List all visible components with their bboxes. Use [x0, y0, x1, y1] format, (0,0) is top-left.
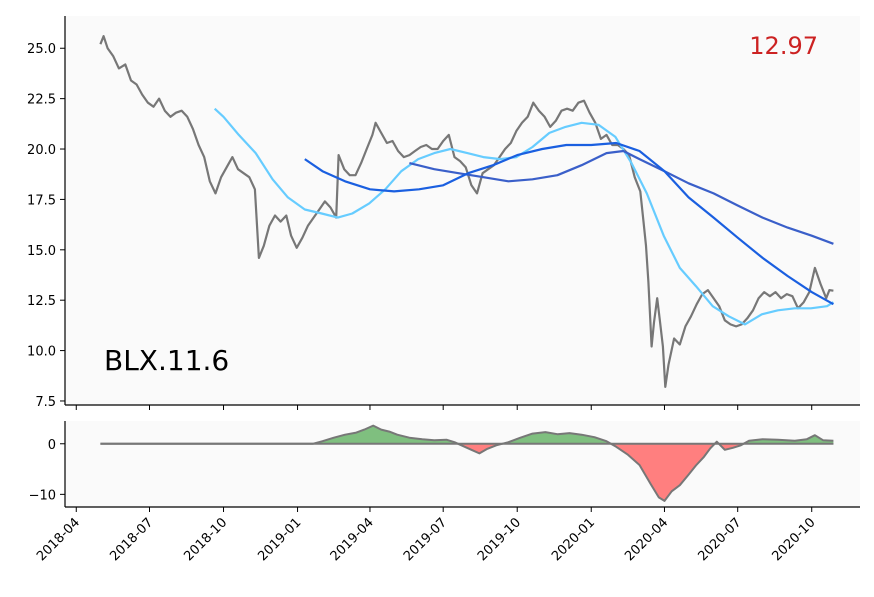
x-tick-label: 2020-10	[770, 515, 819, 564]
x-tick-label: 2019-01	[255, 515, 304, 564]
oscillator-y-tick-label: −10	[29, 488, 56, 503]
oscillator-negative-fill	[100, 443, 834, 501]
oscillator-series-group	[100, 424, 834, 502]
x-tick-label: 2019-07	[401, 515, 450, 564]
x-tick-label: 2018-04	[34, 515, 83, 564]
oscillator-positive-fill	[100, 425, 834, 444]
price-y-tick-label: 25.0	[27, 42, 56, 57]
oscillator-y-tick-label: 0	[48, 438, 56, 453]
x-tick-label: 2019-10	[475, 515, 524, 564]
x-tick-label: 2018-10	[181, 515, 230, 564]
oscillator-panel: 0 −10 2018-04 2018-07 2018-10 2019-01 2019-04…	[29, 421, 860, 564]
price-y-tick-label: 22.5	[27, 93, 56, 108]
ticker-label: BLX.11.6	[104, 344, 229, 377]
price-y-tick-label: 7.5	[35, 395, 56, 410]
price-series-group	[99, 35, 834, 388]
oscillator-panel-background	[65, 421, 860, 507]
price-y-tick-label: 10.0	[27, 345, 56, 360]
x-tick-label: 2020-07	[695, 515, 744, 564]
price-y-tick-label: 17.5	[27, 193, 56, 208]
price-panel: 7.5 10.0 12.5 15.0 17.5 20.0 22.5 25.0 BLX.11.6…	[27, 16, 860, 410]
price-y-tick-label: 15.0	[27, 244, 56, 259]
x-tick-label: 2019-04	[328, 515, 377, 564]
oscillator-y-axis: 0 −10	[29, 438, 65, 503]
price-series-line-2	[213, 107, 834, 326]
price-series-line-3	[409, 149, 834, 245]
x-tick-label: 2020-01	[549, 515, 598, 564]
x-tick-label: 2018-07	[107, 515, 156, 564]
price-panel-background	[65, 16, 860, 405]
last-price-label: 12.97	[749, 32, 818, 60]
price-x-ticks	[75, 405, 813, 410]
price-series-line-4	[304, 141, 834, 306]
price-y-tick-label: 12.5	[27, 294, 56, 309]
price-y-axis: 7.5 10.0 12.5 15.0 17.5 20.0 22.5 25.0	[27, 42, 65, 410]
x-tick-label: 2020-04	[622, 515, 671, 564]
price-y-tick-label: 20.0	[27, 143, 56, 158]
oscillator-line	[100, 424, 834, 502]
price-series-line-1	[99, 35, 834, 388]
x-axis: 2018-04 2018-07 2018-10 2019-01 2019-04 2019-…	[34, 507, 819, 564]
